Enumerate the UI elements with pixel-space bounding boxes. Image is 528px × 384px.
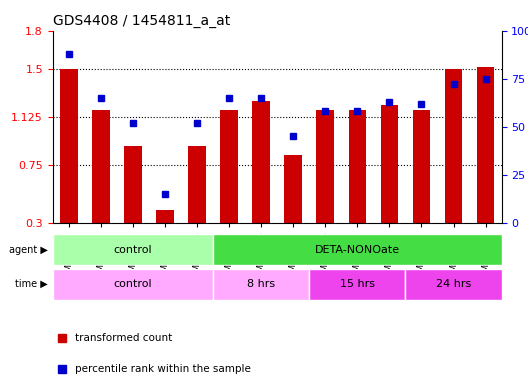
FancyBboxPatch shape (53, 269, 213, 300)
FancyBboxPatch shape (53, 234, 213, 265)
Bar (92, 110, 110, 223)
Text: 8 hrs: 8 hrs (247, 279, 275, 289)
Bar (252, 101, 270, 223)
Text: GDS4408 / 1454811_a_at: GDS4408 / 1454811_a_at (53, 14, 230, 28)
Text: 24 hrs: 24 hrs (436, 279, 471, 289)
Text: transformed count: transformed count (76, 333, 173, 343)
Bar (188, 146, 206, 223)
Bar (316, 110, 334, 223)
Text: 15 hrs: 15 hrs (340, 279, 375, 289)
Text: DETA-NONOate: DETA-NONOate (315, 245, 400, 255)
Bar (381, 105, 398, 223)
FancyBboxPatch shape (406, 269, 502, 300)
Text: percentile rank within the sample: percentile rank within the sample (76, 364, 251, 374)
Bar (124, 146, 142, 223)
Bar (477, 66, 494, 223)
Bar (220, 110, 238, 223)
FancyBboxPatch shape (309, 269, 406, 300)
Bar (348, 110, 366, 223)
Bar (156, 210, 174, 223)
Bar (413, 110, 430, 223)
Text: control: control (114, 245, 152, 255)
Bar (285, 155, 302, 223)
Text: time ▶: time ▶ (15, 279, 48, 289)
Text: agent ▶: agent ▶ (8, 245, 48, 255)
FancyBboxPatch shape (213, 269, 309, 300)
Bar (60, 69, 78, 223)
FancyBboxPatch shape (213, 234, 502, 265)
Text: control: control (114, 279, 152, 289)
Bar (445, 69, 463, 223)
